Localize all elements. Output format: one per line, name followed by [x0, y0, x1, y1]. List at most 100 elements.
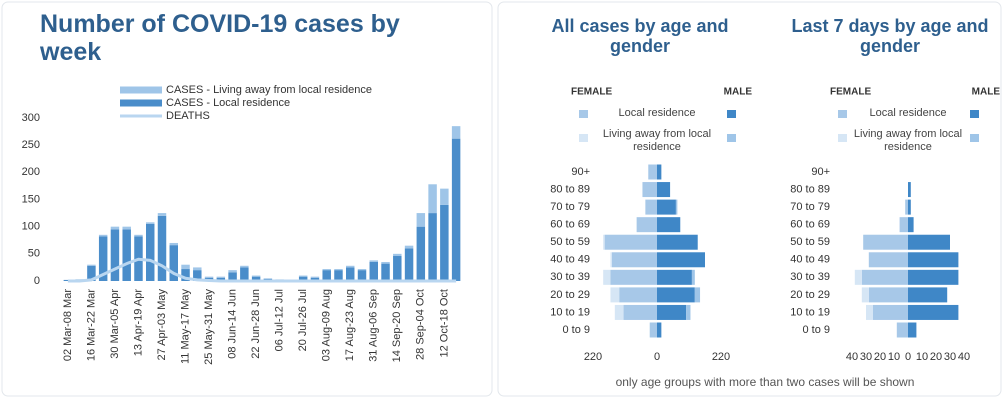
bar [404, 245, 414, 249]
age-label: 80 to 89 [550, 183, 590, 195]
bar [122, 229, 131, 281]
female-bar [866, 304, 873, 320]
footnote: only age groups with more than two cases… [616, 375, 915, 389]
legend-swatch [727, 110, 736, 118]
bar [357, 269, 367, 271]
female-bar [863, 234, 908, 250]
male-bar [908, 287, 948, 303]
legend-label-box: Living away from local residence [602, 128, 712, 153]
bar [440, 204, 449, 281]
x-tick-label: 30 [860, 351, 872, 363]
female-bar [611, 252, 657, 268]
legend-label: Local residence [618, 107, 696, 119]
bar [110, 226, 120, 230]
bar [357, 270, 367, 281]
bar [146, 222, 155, 224]
bar [334, 270, 343, 281]
male-bar [691, 269, 695, 285]
bar [404, 248, 414, 281]
bar [169, 242, 178, 246]
bar [381, 261, 390, 264]
male-bar [657, 269, 692, 285]
age-label: 60 to 69 [550, 219, 590, 231]
deaths-line [67, 257, 457, 283]
age-label: 10 to 19 [550, 306, 590, 318]
age-label: 10 to 19 [790, 306, 830, 318]
y-tick-label: 300 [22, 112, 40, 124]
bar [440, 188, 449, 205]
legend-swatch [838, 110, 847, 118]
bar [298, 275, 308, 277]
legend-label-box: Living away from local residence [853, 128, 963, 153]
legend-swatch [579, 134, 588, 142]
bar [451, 138, 461, 281]
x-tick-label: 25 May-31 May [203, 289, 215, 365]
x-tick-label: 13 Apr-19 Apr [132, 289, 144, 357]
x-tick-label: 14 Sep-20 Sep [391, 289, 403, 362]
bar [134, 234, 143, 237]
bar [240, 265, 249, 268]
chart-title: Last 7 days by age and gender [791, 16, 989, 57]
bar [369, 261, 378, 281]
x-tick-label: 31 Aug-06 Sep [368, 289, 380, 362]
x-tick-label: 20 [930, 351, 942, 363]
male-bar [908, 322, 917, 338]
x-tick-label: 20 [874, 351, 886, 363]
male-bar [657, 217, 681, 233]
age-label: 30 to 39 [550, 271, 590, 283]
age-label: 90+ [571, 166, 590, 178]
male-bar [657, 164, 662, 180]
age-label: 60 to 69 [790, 219, 830, 231]
female-bar [854, 269, 862, 285]
female-bar [896, 322, 908, 338]
male-bar [657, 234, 698, 250]
age-label: 80 to 89 [790, 183, 830, 195]
female-bar [610, 252, 612, 268]
x-tick-label: 03 Aug-09 Aug [321, 289, 333, 361]
legend-label: Living away from local residence [602, 128, 712, 153]
bar [369, 260, 378, 262]
x-tick-label: 27 Apr-03 May [156, 289, 168, 361]
bar [157, 215, 167, 281]
male-header: MALE [724, 87, 753, 98]
age-label: 0 to 9 [802, 324, 830, 336]
female-bar [861, 269, 908, 285]
male-bar [657, 304, 687, 320]
bar [98, 234, 108, 237]
female-bar [610, 269, 657, 285]
bar [322, 269, 331, 271]
x-tick-label: 220 [712, 351, 730, 363]
female-bar [610, 287, 620, 303]
male-bar [686, 304, 691, 320]
x-tick-label: 06 Jul-12 Jul [274, 289, 286, 351]
legend-swatch [970, 134, 979, 142]
x-tick-label: 0 [905, 351, 911, 363]
bar [146, 223, 155, 281]
bar [251, 276, 261, 281]
bar [393, 253, 402, 257]
male-bar [908, 234, 950, 250]
y-tick-label: 0 [34, 275, 40, 287]
bar [98, 236, 108, 281]
female-header: FEMALE [571, 87, 612, 98]
male-bar [908, 304, 959, 320]
y-tick-label: 50 [28, 248, 40, 260]
x-tick-label: 16 Mar-22 Mar [85, 289, 97, 361]
bar [87, 265, 96, 281]
male-bar [657, 287, 695, 303]
bar [381, 263, 390, 281]
legend-label: Local residence [869, 107, 947, 119]
age-label: 90+ [811, 166, 830, 178]
age-label: 40 to 49 [550, 254, 590, 266]
bar [228, 270, 237, 273]
x-tick-label: 28 Sep-04 Oct [415, 289, 427, 360]
bar [416, 213, 426, 227]
female-bar [636, 217, 657, 233]
bar [193, 270, 202, 281]
bar [181, 269, 190, 281]
age-label: 70 to 79 [790, 201, 830, 213]
legend-label-box: Local residence [618, 107, 696, 119]
legend-label: Living away from local residence [853, 128, 963, 153]
legend-swatch [727, 134, 736, 142]
male-bar [908, 252, 959, 268]
